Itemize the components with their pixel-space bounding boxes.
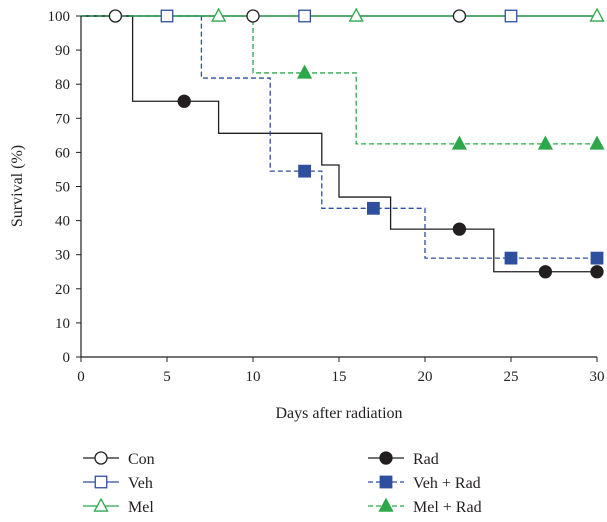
legend-item-veh: Veh xyxy=(83,475,153,492)
legend-label: Con xyxy=(128,451,155,468)
data-point-veh xyxy=(160,9,174,23)
data-point-mel-rad xyxy=(589,135,605,150)
data-point-con xyxy=(108,9,123,23)
data-point-mel-rad xyxy=(537,135,553,150)
legend-item-mel-rad: Mel + Rad xyxy=(368,497,482,516)
y-tick-label: 80 xyxy=(55,77,70,93)
data-point-veh-rad xyxy=(590,251,604,265)
x-tick-label: 0 xyxy=(77,369,85,385)
y-axis-label: Survival (%) xyxy=(9,145,26,227)
x-tick-label: 10 xyxy=(246,369,261,385)
legend-item-veh-rad: Veh + Rad xyxy=(368,475,481,492)
data-point-con xyxy=(246,9,260,23)
data-point-mel xyxy=(589,7,605,22)
legend-marker-circle xyxy=(379,451,393,465)
legend-item-con: Con xyxy=(83,451,155,468)
legend-marker-triangle xyxy=(378,497,394,512)
data-point-veh-rad xyxy=(298,164,312,178)
series-line-mel-rad xyxy=(81,15,597,145)
legend-label: Rad xyxy=(413,451,439,468)
y-tick-label: 40 xyxy=(55,214,70,230)
legend-label: Veh + Rad xyxy=(413,475,481,492)
legend-label: Veh xyxy=(128,475,153,492)
data-point-rad xyxy=(177,94,191,108)
series-line-rad xyxy=(81,15,597,273)
data-point-mel xyxy=(211,7,227,22)
legend-label: Mel + Rad xyxy=(413,499,482,516)
legend-marker-square xyxy=(379,475,393,489)
x-tick-label: 30 xyxy=(590,369,605,385)
x-axis-label: Days after radiation xyxy=(275,405,402,422)
data-point-veh xyxy=(504,9,518,23)
legend-item-mel: Mel xyxy=(83,497,154,516)
legend: Con Veh Mel Rad Veh + Rad Mel + Rad xyxy=(83,451,482,516)
x-tick-label: 20 xyxy=(418,369,433,385)
data-point-mel-rad xyxy=(297,64,313,79)
data-point-mel xyxy=(348,7,364,22)
y-tick-label: 70 xyxy=(55,111,70,127)
y-tick-label: 60 xyxy=(55,145,70,161)
legend-marker-triangle xyxy=(93,497,109,512)
y-tick-label: 90 xyxy=(55,43,70,59)
plot-area xyxy=(81,15,597,273)
data-point-veh xyxy=(298,9,312,23)
y-tick-label: 20 xyxy=(55,282,70,298)
legend-item-rad: Rad xyxy=(368,451,439,468)
data-point-mel-rad xyxy=(451,135,467,150)
axis-ticks: 0 5 10 15 20 25 30 0 10 20 30 40 50 60 70 80 90 100 xyxy=(48,9,605,385)
y-tick-label: 10 xyxy=(55,316,70,332)
y-tick-label: 0 xyxy=(63,350,71,366)
data-point-rad xyxy=(590,265,604,279)
x-tick-label: 15 xyxy=(332,369,347,385)
y-tick-label: 30 xyxy=(55,248,70,264)
data-point-veh-rad xyxy=(504,251,518,265)
plot-markers xyxy=(108,7,605,279)
series-line-veh-rad xyxy=(81,15,597,259)
legend-marker-circle xyxy=(94,451,108,465)
data-point-con xyxy=(452,9,467,23)
legend-label: Mel xyxy=(128,499,154,516)
data-point-veh-rad xyxy=(366,201,380,215)
data-point-rad xyxy=(538,265,553,279)
data-point-rad xyxy=(452,222,467,236)
x-tick-label: 25 xyxy=(504,369,519,385)
y-tick-label: 100 xyxy=(48,9,71,25)
legend-marker-square xyxy=(94,475,108,489)
x-tick-label: 5 xyxy=(163,369,171,385)
y-tick-label: 50 xyxy=(55,180,70,196)
